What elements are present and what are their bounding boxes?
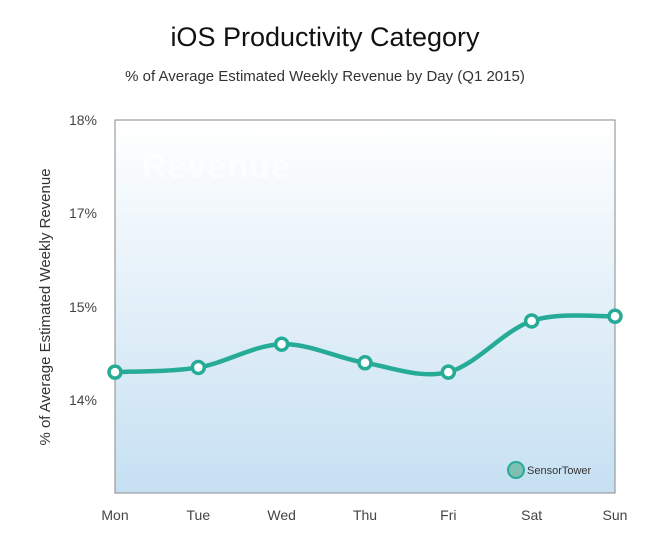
data-point (273, 336, 290, 352)
sensortower-logo: SensorTower (507, 461, 592, 479)
x-tick-label: Wed (267, 507, 296, 523)
chart-subtitle: % of Average Estimated Weekly Revenue by… (125, 68, 525, 85)
plot-area (114, 119, 616, 494)
y-axis-label: % of Average Estimated Weekly Revenue (37, 168, 54, 445)
x-tick-label: Tue (187, 507, 211, 523)
x-axis-ticks: Mon Tue Wed Thu Fri Sat Sun (101, 507, 627, 523)
y-tick-label: 17% (69, 205, 97, 221)
data-point (357, 355, 373, 371)
watermark-text: Revenue (142, 148, 291, 186)
sensortower-logo-text: SensorTower (527, 465, 592, 477)
y-tick-label: 14% (69, 392, 97, 408)
y-tick-label: 15% (69, 299, 97, 315)
y-tick-label: 18% (69, 112, 97, 128)
data-point (440, 364, 457, 380)
data-point (523, 313, 540, 329)
x-tick-label: Thu (353, 507, 377, 523)
x-tick-label: Sun (603, 507, 628, 523)
sensortower-logo-icon (507, 461, 525, 479)
x-tick-label: Sat (521, 507, 542, 523)
data-points (107, 308, 623, 380)
x-tick-label: Mon (101, 507, 128, 523)
x-tick-label: Fri (440, 507, 456, 523)
data-point (190, 359, 207, 376)
y-axis-ticks: 18% 17% 15% 14% (69, 112, 97, 408)
data-point (107, 364, 123, 380)
data-point (607, 308, 623, 325)
chart-title: iOS Productivity Category (170, 22, 480, 52)
